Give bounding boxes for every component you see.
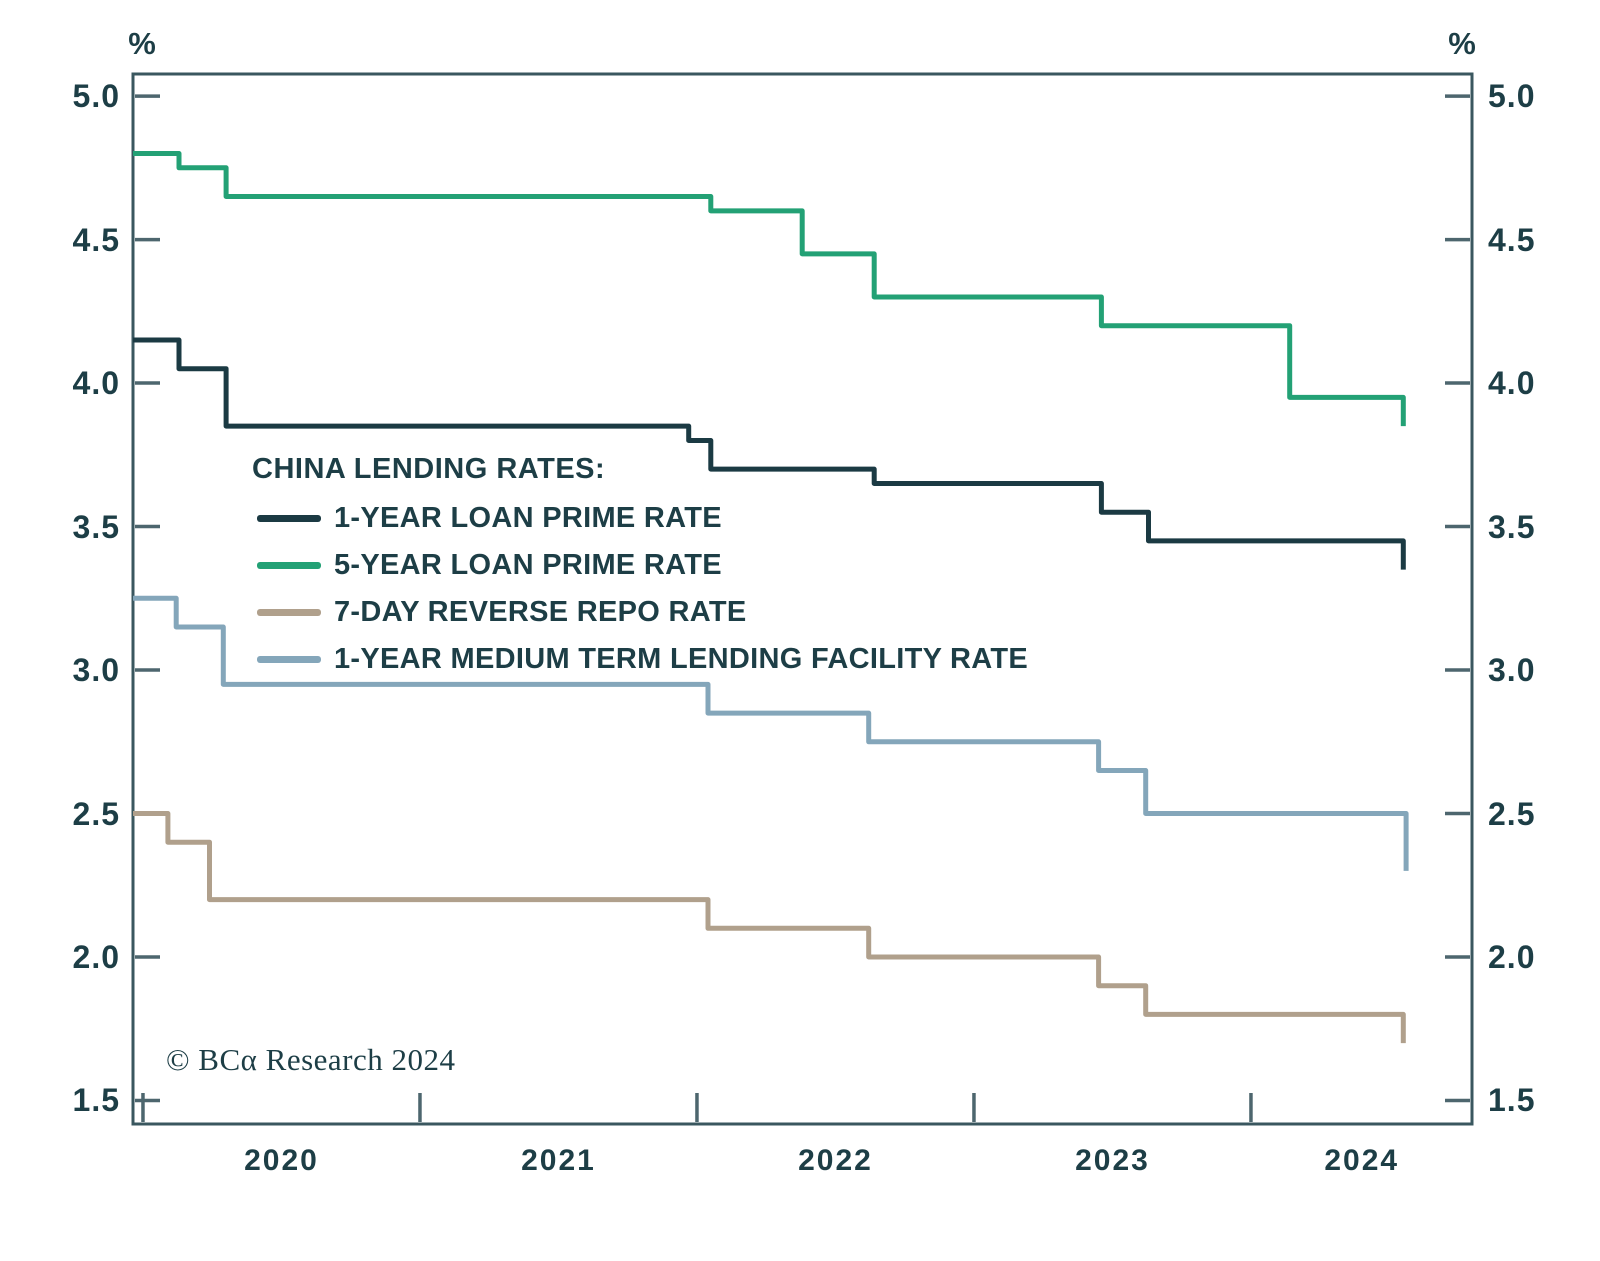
x-tick-label: 2021 [521,1144,596,1177]
y-axis-unit-left: % [128,26,156,61]
legend-item: 5-YEAR LOAN PRIME RATE [252,542,1172,589]
legend-item: 1-YEAR MEDIUM TERM LENDING FACILITY RATE [252,636,1172,683]
legend-swatch [257,515,321,522]
y-tick-label-left: 3.5 [72,508,120,545]
y-tick-label-right: 2.0 [1488,938,1536,975]
legend-item: 1-YEAR LOAN PRIME RATE [252,495,1172,542]
legend-swatch [257,562,321,569]
legend-item-label: 7-DAY REVERSE REPO RATE [334,596,747,628]
legend-item: 7-DAY REVERSE REPO RATE [252,589,1172,636]
legend-item-label: 1-YEAR LOAN PRIME RATE [334,502,722,534]
series-line-1-year-medium-term-lending-facility-rate [133,595,1409,871]
y-tick-label-left: 5.0 [72,78,120,115]
y-tick-label-right: 5.0 [1488,78,1536,115]
legend-swatch [257,609,321,616]
x-tick-label: 2020 [244,1144,319,1177]
y-tick-label-left: 1.5 [72,1082,120,1119]
legend-swatch [257,656,321,663]
series-line-1-year-loan-prime-rate [133,337,1406,570]
x-tick-label: 2024 [1324,1144,1400,1177]
y-tick-label-right: 2.5 [1488,795,1536,832]
y-tick-label-left: 4.5 [72,221,120,258]
y-tick-label-right: 3.5 [1488,508,1536,545]
y-tick-label-right: 4.5 [1488,221,1536,258]
x-tick-label: 2022 [798,1144,873,1177]
y-tick-label-right: 3.0 [1488,652,1536,689]
copyright-text: © BCα Research 2024 [166,1042,456,1077]
legend-title: CHINA LENDING RATES: [252,453,606,485]
y-tick-label-left: 2.0 [72,938,120,975]
series-line-7-day-reverse-repo-rate [133,811,1406,1044]
x-tick-label: 2023 [1075,1144,1150,1177]
y-tick-label-left: 2.5 [72,795,120,832]
y-tick-label-left: 4.0 [72,365,120,402]
legend-item-label: 1-YEAR MEDIUM TERM LENDING FACILITY RATE [334,643,1029,675]
legend-item-label: 5-YEAR LOAN PRIME RATE [334,549,722,581]
y-tick-label-right: 1.5 [1488,1082,1536,1119]
y-tick-label-left: 3.0 [72,652,120,689]
legend-rows: 1-YEAR LOAN PRIME RATE 5-YEAR LOAN PRIME … [252,495,1172,683]
y-tick-label-right: 4.0 [1488,365,1536,402]
series-line-5-year-loan-prime-rate [133,151,1406,427]
legend: CHINA LENDING RATES: 1-YEAR LOAN PRIME R… [252,453,1172,683]
y-axis-unit-right: % [1448,26,1476,61]
